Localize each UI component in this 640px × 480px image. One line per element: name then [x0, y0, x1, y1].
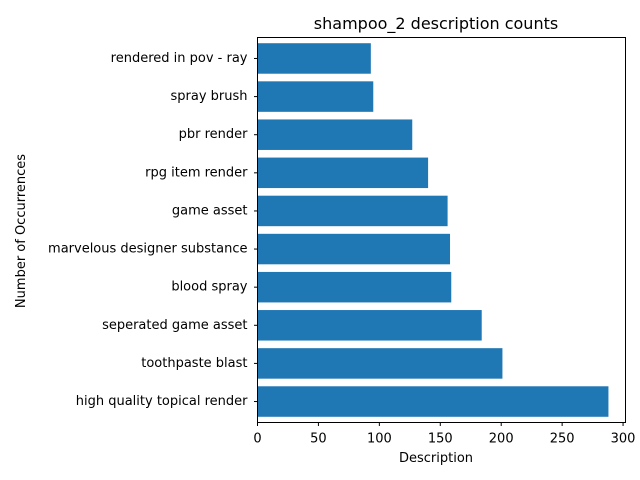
- x-tick-label: 200: [489, 432, 514, 447]
- bar: [257, 386, 609, 417]
- y-tick-label: marvelous designer substance: [48, 242, 247, 257]
- y-ticks-group: high quality topical render toothpaste bl…: [48, 51, 258, 409]
- x-tick-label: 0: [253, 432, 261, 447]
- x-tick-label: 250: [550, 432, 575, 447]
- bar: [257, 43, 371, 74]
- chart-title: shampoo_2 description counts: [314, 14, 558, 34]
- bar: [257, 233, 451, 265]
- bar: [257, 119, 413, 150]
- bars-group: [257, 43, 609, 417]
- y-tick-label: game asset: [172, 203, 248, 218]
- bar: [257, 310, 482, 341]
- x-tick-label: 100: [367, 432, 392, 447]
- x-ticks-group: 0 50 100 150 200 250 300: [253, 422, 636, 447]
- x-axis-label: Description: [399, 451, 473, 466]
- y-tick-label: seperated game asset: [102, 318, 247, 333]
- bar: [257, 157, 429, 189]
- bar: [257, 81, 374, 112]
- y-tick-label: pbr render: [179, 127, 249, 142]
- bar: [257, 348, 503, 379]
- y-tick-label: high quality topical render: [76, 394, 248, 409]
- y-tick-label: toothpaste blast: [141, 356, 247, 371]
- y-tick-label: blood spray: [171, 280, 247, 295]
- y-tick-label: rpg item render: [145, 165, 248, 180]
- x-tick-label: 150: [428, 432, 453, 447]
- bar: [257, 271, 452, 303]
- x-tick-label: 300: [611, 432, 636, 447]
- y-tick-label: rendered in pov - ray: [111, 51, 248, 66]
- x-tick-label: 50: [310, 432, 327, 447]
- plot-frame: [257, 37, 626, 423]
- y-axis-label: Number of Occurrences: [14, 154, 29, 308]
- y-tick-label: spray brush: [170, 89, 247, 104]
- bar: [257, 195, 448, 227]
